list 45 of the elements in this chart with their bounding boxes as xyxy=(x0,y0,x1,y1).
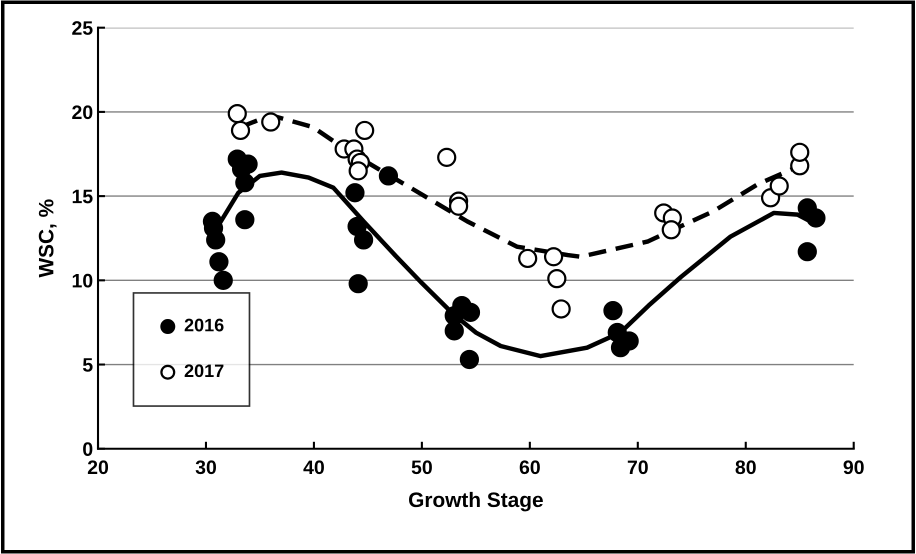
point xyxy=(230,120,250,140)
x-tick-label: 40 xyxy=(303,460,324,474)
point xyxy=(354,230,374,250)
point xyxy=(355,120,374,140)
y-axis-title: WSC, % xyxy=(38,199,57,278)
x-tick-label: 90 xyxy=(844,460,864,474)
point xyxy=(544,247,564,266)
point xyxy=(662,220,681,240)
point xyxy=(790,142,810,162)
point xyxy=(214,270,233,290)
point xyxy=(235,210,254,230)
point xyxy=(345,183,365,202)
y-tick-label: 20 xyxy=(72,105,92,120)
point xyxy=(448,196,468,216)
point xyxy=(552,299,571,319)
point xyxy=(798,242,817,262)
x-tick-label: 60 xyxy=(520,460,540,474)
point xyxy=(518,248,538,268)
point xyxy=(261,112,280,132)
y-tick-label: 10 xyxy=(72,274,92,288)
point xyxy=(348,274,368,294)
y-tick-label: 25 xyxy=(72,21,93,35)
point xyxy=(547,269,566,288)
y-tick-label: 5 xyxy=(82,358,93,372)
point xyxy=(228,104,247,124)
x-tick-label: 30 xyxy=(196,460,216,474)
x-axis-title: Growth Stage xyxy=(409,492,543,512)
point xyxy=(444,321,464,340)
point xyxy=(235,173,254,192)
y-tick-label: 0 xyxy=(83,442,92,456)
point xyxy=(437,148,456,167)
x-tick-label: 50 xyxy=(412,460,432,474)
point xyxy=(348,161,368,180)
point xyxy=(444,306,464,326)
point xyxy=(209,252,229,272)
point xyxy=(770,176,789,196)
point xyxy=(460,350,479,370)
x-tick-label: 70 xyxy=(628,460,648,474)
point xyxy=(378,166,398,186)
point xyxy=(806,208,826,228)
y-tick-label: 15 xyxy=(72,190,93,204)
point xyxy=(603,301,623,320)
legend-label: 2016 xyxy=(184,318,224,332)
x-tick-label: 80 xyxy=(736,460,756,474)
legend-label: 2017 xyxy=(184,364,224,378)
